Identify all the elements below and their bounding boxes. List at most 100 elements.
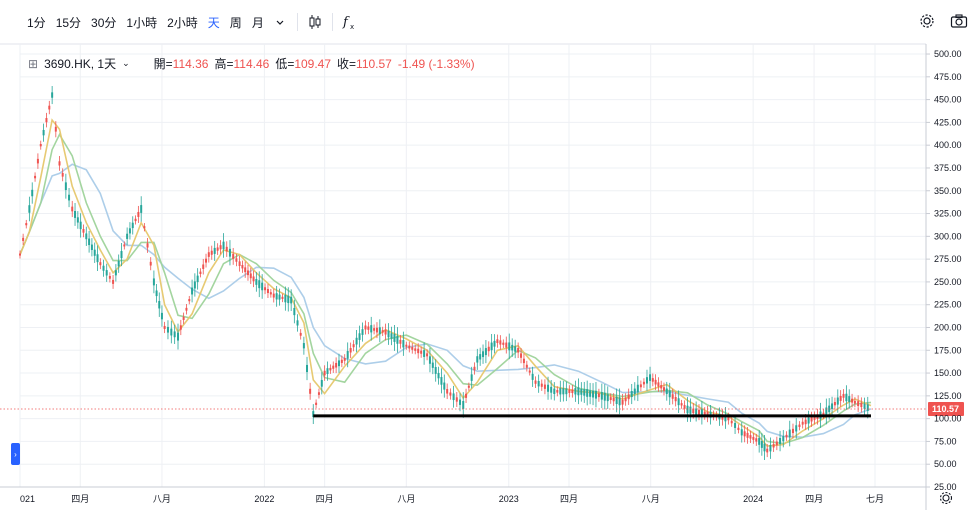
candle-body — [833, 401, 836, 406]
candle-body — [323, 370, 326, 376]
settings-icon[interactable] — [916, 10, 938, 32]
candle-body — [241, 265, 244, 269]
candle-body — [842, 393, 845, 398]
candle-body — [791, 428, 794, 434]
ma-fast-line — [19, 118, 872, 447]
expand-panel-button[interactable]: › — [11, 443, 20, 465]
candle-body — [758, 438, 761, 445]
y-tick-label: 75.00 — [934, 436, 957, 446]
x-tick-label: 八月 — [153, 494, 171, 504]
candle-body — [752, 436, 755, 440]
candle-body — [48, 105, 51, 110]
candle-body — [384, 329, 387, 335]
candle-body — [258, 280, 261, 289]
x-tick-label: 四月 — [316, 494, 334, 504]
interval-5[interactable]: 天 — [207, 15, 220, 30]
candle-body — [571, 389, 574, 394]
candle-body — [493, 340, 496, 347]
camera-icon[interactable] — [948, 10, 970, 32]
candle-body — [845, 393, 848, 402]
interval-1[interactable]: 15分 — [55, 15, 82, 30]
candle-body — [149, 261, 152, 266]
low-label: 低= — [275, 57, 295, 71]
candle-body — [299, 332, 302, 336]
toolbar-divider — [331, 13, 333, 31]
compare-icon[interactable]: ⊞ — [28, 56, 39, 71]
candle-body — [473, 366, 476, 371]
candle-body — [349, 348, 352, 353]
candle-body — [317, 392, 320, 395]
candle-body — [740, 429, 743, 436]
candle-body — [624, 397, 627, 402]
candle-body — [642, 381, 645, 385]
candle-body — [449, 392, 452, 396]
candle-body — [426, 353, 429, 357]
candle-body — [490, 342, 493, 351]
candle-body — [618, 397, 621, 406]
candle-body — [428, 356, 431, 364]
candle-body — [600, 392, 603, 400]
candle-body — [177, 332, 180, 341]
y-tick-label: 275.00 — [934, 254, 962, 264]
ma-slow-line — [19, 163, 872, 439]
candle-body — [645, 377, 648, 384]
candle-body — [511, 344, 514, 351]
chevron-down-icon[interactable]: ⌄ — [122, 58, 130, 68]
y-tick-label: 25.00 — [934, 482, 957, 492]
axis-settings-icon[interactable] — [939, 491, 953, 505]
candle-body — [249, 273, 252, 279]
candle-body — [146, 243, 149, 248]
candle-body — [199, 271, 202, 274]
candle-body — [387, 330, 390, 338]
chevron-down-icon[interactable] — [269, 11, 291, 33]
candle-body — [534, 380, 537, 384]
x-tick-label: 四月 — [805, 494, 823, 504]
candle-body — [155, 290, 158, 297]
symbol-label[interactable]: 3690.HK, 1天 — [44, 57, 117, 71]
candle-body — [393, 333, 396, 342]
candle-body — [337, 360, 340, 367]
candle-body — [332, 365, 335, 369]
candle-body — [102, 265, 105, 271]
candle-body — [785, 434, 788, 438]
candle-body — [795, 425, 798, 432]
candle-body — [264, 287, 267, 291]
candle-body — [502, 342, 505, 345]
interval-0[interactable]: 1分 — [27, 15, 46, 30]
x-tick-label: 四月 — [71, 494, 89, 504]
interval-2[interactable]: 30分 — [91, 15, 117, 30]
candle-body — [769, 444, 772, 452]
interval-3[interactable]: 1小時 — [126, 15, 158, 30]
candle-body — [695, 408, 698, 415]
candle-body — [207, 252, 210, 257]
candle-body — [306, 364, 309, 373]
candle-body — [724, 414, 727, 422]
y-tick-label: 200.00 — [934, 322, 962, 332]
candle-body — [482, 351, 485, 358]
candle-body — [583, 389, 586, 396]
candlestick-icon[interactable] — [304, 11, 326, 33]
candle-body — [128, 228, 131, 234]
candle-body — [775, 441, 778, 446]
candle-body — [105, 270, 108, 276]
candle-body — [108, 275, 111, 279]
candle-body — [651, 378, 654, 382]
candle-body — [565, 388, 568, 395]
candle-body — [698, 409, 701, 415]
candle-body — [543, 384, 546, 389]
svg-text:x: x — [350, 23, 354, 30]
interval-4[interactable]: 2小時 — [167, 15, 198, 30]
y-tick-label: 475.00 — [934, 72, 962, 82]
interval-7[interactable]: 月 — [251, 15, 264, 30]
open-label: 開= — [153, 57, 173, 71]
interval-6[interactable]: 周 — [229, 15, 242, 30]
candle-body — [402, 340, 405, 348]
low-value: 109.47 — [294, 56, 332, 71]
chart-grid — [0, 43, 926, 488]
candle-body — [188, 299, 191, 302]
candle-body — [252, 276, 255, 282]
candle-body — [408, 345, 411, 349]
candle-body — [396, 335, 399, 344]
